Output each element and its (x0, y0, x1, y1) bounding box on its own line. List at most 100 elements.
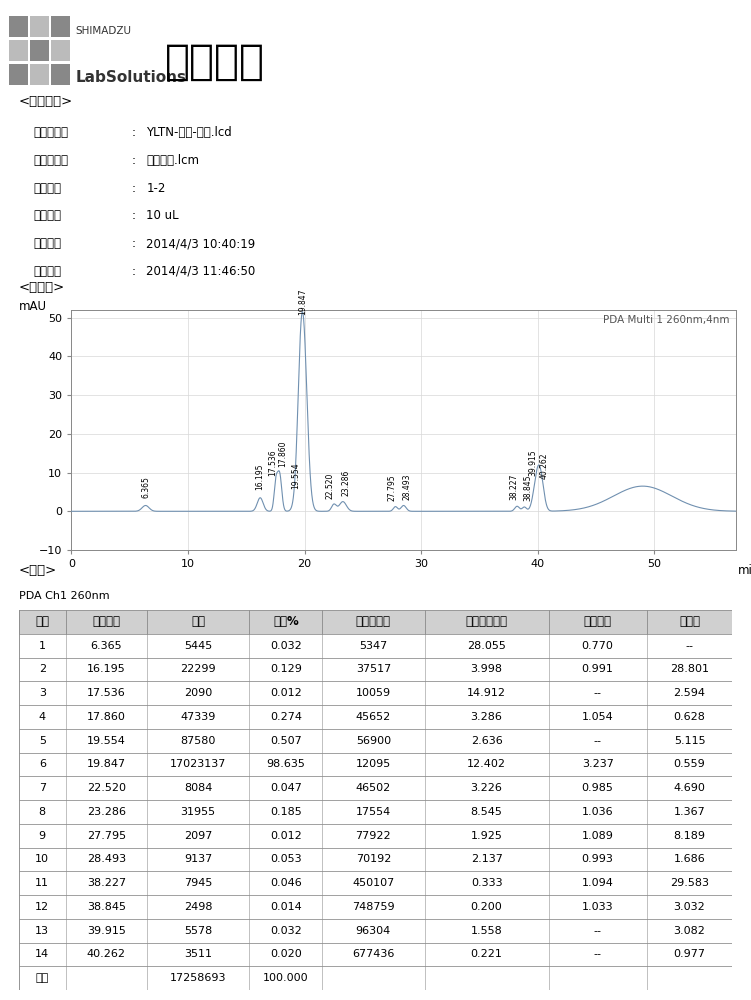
Text: --: -- (686, 641, 693, 651)
Text: 分析报告: 分析报告 (165, 41, 265, 83)
Text: 0.985: 0.985 (582, 783, 614, 793)
Text: 1: 1 (39, 641, 46, 651)
Text: 38.227: 38.227 (509, 474, 518, 500)
Text: :: : (131, 237, 136, 250)
Text: 1-2: 1-2 (146, 182, 166, 195)
Text: 0.047: 0.047 (270, 783, 302, 793)
Text: 拖尾因子: 拖尾因子 (584, 615, 611, 628)
Text: 27.795: 27.795 (388, 474, 397, 501)
Text: 2.594: 2.594 (674, 688, 705, 698)
Text: 峰号: 峰号 (35, 615, 50, 628)
Text: 0.129: 0.129 (270, 664, 302, 674)
Text: 11: 11 (35, 878, 50, 888)
Text: 3.082: 3.082 (674, 926, 705, 936)
Text: 面积%: 面积% (273, 615, 299, 628)
Text: 17.860: 17.860 (279, 440, 288, 467)
Text: --: -- (593, 736, 602, 746)
Text: 14: 14 (35, 949, 50, 959)
Text: 数据文件名: 数据文件名 (33, 126, 68, 139)
Text: 40.262: 40.262 (87, 949, 126, 959)
Text: 2.636: 2.636 (471, 736, 502, 746)
Text: 450107: 450107 (352, 878, 394, 888)
Text: 748759: 748759 (352, 902, 395, 912)
Text: 0.770: 0.770 (582, 641, 614, 651)
Text: 0.032: 0.032 (270, 926, 302, 936)
Text: 0.333: 0.333 (471, 878, 502, 888)
Text: 28.493: 28.493 (403, 473, 412, 500)
Text: 文献方法.lcm: 文献方法.lcm (146, 154, 199, 167)
Text: 1.036: 1.036 (582, 807, 614, 817)
Bar (30, 64, 49, 85)
Text: 17023137: 17023137 (170, 759, 226, 769)
Text: PDA Ch1 260nm: PDA Ch1 260nm (19, 591, 110, 601)
Text: 39.915: 39.915 (529, 450, 538, 476)
Text: 9: 9 (39, 831, 46, 841)
Bar (9, 40, 28, 61)
Text: 17.860: 17.860 (87, 712, 125, 722)
Text: 处理日期: 处理日期 (33, 265, 62, 278)
Text: 分析日期: 分析日期 (33, 237, 62, 250)
Text: 8.545: 8.545 (471, 807, 502, 817)
Text: 677436: 677436 (352, 949, 394, 959)
Text: 98.635: 98.635 (267, 759, 305, 769)
Bar (30, 16, 49, 37)
Text: 28.493: 28.493 (87, 854, 126, 864)
Text: 28.801: 28.801 (670, 664, 709, 674)
Text: 96304: 96304 (356, 926, 391, 936)
Text: 10059: 10059 (356, 688, 391, 698)
Text: 19.554: 19.554 (87, 736, 125, 746)
Text: 31955: 31955 (181, 807, 216, 817)
Text: 0.046: 0.046 (270, 878, 302, 888)
Text: 27.795: 27.795 (87, 831, 126, 841)
Text: 8084: 8084 (184, 783, 213, 793)
Text: 0.628: 0.628 (674, 712, 705, 722)
Text: 47339: 47339 (180, 712, 216, 722)
Text: 0.274: 0.274 (270, 712, 302, 722)
Text: 0.200: 0.200 (471, 902, 502, 912)
Text: 4.690: 4.690 (674, 783, 705, 793)
Text: 22.520: 22.520 (326, 472, 335, 499)
Text: --: -- (593, 926, 602, 936)
Text: 0.053: 0.053 (270, 854, 302, 864)
Text: 0.991: 0.991 (582, 664, 614, 674)
Text: --: -- (593, 949, 602, 959)
Bar (51, 16, 70, 37)
Text: 38.227: 38.227 (87, 878, 126, 888)
Text: 22299: 22299 (180, 664, 216, 674)
Text: 3.226: 3.226 (471, 783, 502, 793)
Text: 2090: 2090 (184, 688, 213, 698)
Text: 1.089: 1.089 (582, 831, 614, 841)
Text: 46502: 46502 (356, 783, 391, 793)
Text: 0.020: 0.020 (270, 949, 302, 959)
Text: 1.094: 1.094 (582, 878, 614, 888)
Text: <峰表>: <峰表> (19, 564, 57, 576)
Text: 总计: 总计 (35, 973, 49, 983)
Text: 12: 12 (35, 902, 50, 912)
Text: <样品信息>: <样品信息> (19, 95, 73, 108)
Text: 1.367: 1.367 (674, 807, 705, 817)
Text: LabSolutions: LabSolutions (76, 70, 187, 85)
Text: 理论塔板数: 理论塔板数 (356, 615, 391, 628)
Text: 2014/4/3 11:46:50: 2014/4/3 11:46:50 (146, 265, 255, 278)
Text: 1.925: 1.925 (471, 831, 502, 841)
Text: :: : (131, 265, 136, 278)
Text: 38.845: 38.845 (523, 475, 532, 501)
Text: 2014/4/3 10:40:19: 2014/4/3 10:40:19 (146, 237, 255, 250)
Text: 5347: 5347 (359, 641, 388, 651)
Text: 29.583: 29.583 (670, 878, 709, 888)
Text: 样品瓶号: 样品瓶号 (33, 182, 62, 195)
Text: 1.033: 1.033 (582, 902, 614, 912)
Text: 理论塔板高度: 理论塔板高度 (466, 615, 508, 628)
Text: 0.185: 0.185 (270, 807, 302, 817)
Text: 3.998: 3.998 (471, 664, 502, 674)
Text: 0.032: 0.032 (270, 641, 302, 651)
Text: 2.137: 2.137 (471, 854, 502, 864)
Text: 17554: 17554 (356, 807, 391, 817)
Text: 0.977: 0.977 (674, 949, 705, 959)
Text: SHIMADZU: SHIMADZU (76, 26, 132, 36)
Text: 0.993: 0.993 (582, 854, 614, 864)
Text: 56900: 56900 (356, 736, 391, 746)
Text: 2: 2 (39, 664, 46, 674)
Text: 0.559: 0.559 (674, 759, 705, 769)
Text: 70192: 70192 (356, 854, 391, 864)
